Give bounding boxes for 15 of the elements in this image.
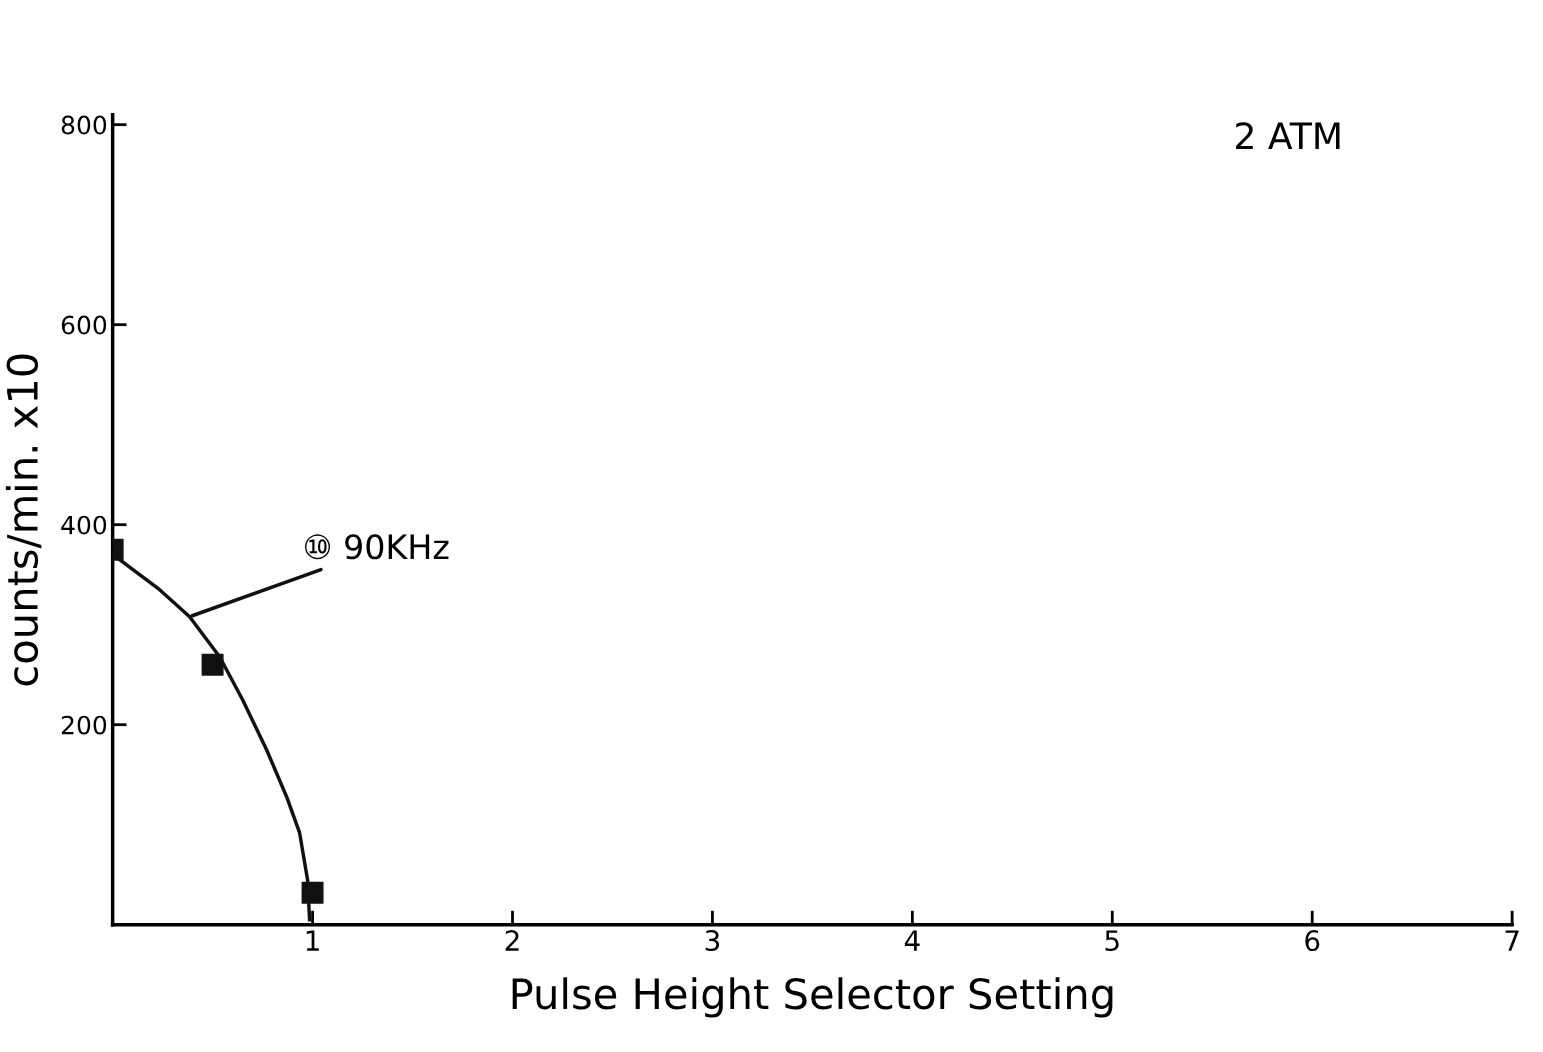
x-tick-label: 7 [1505, 930, 1519, 951]
x-tick-label: 6 [1305, 930, 1320, 952]
x-tick-label: 5 [1105, 930, 1119, 952]
x-tick-label: 4 [904, 930, 920, 951]
x-tick-label: 1 [306, 930, 319, 951]
annotation: 2 ATM [1236, 122, 1340, 149]
x-tick-label: 2 [505, 930, 519, 951]
y-tick-label: 800 [61, 115, 107, 135]
x-axis-title: Pulse Height Selector Setting [512, 977, 1113, 1018]
x-tick-label: 3 [705, 930, 720, 952]
y-tick-label: 600 [61, 315, 107, 335]
y-tick-label: 400 [61, 515, 107, 535]
annotation: ⑩ 90KHz [305, 534, 449, 560]
y-tick-label: 200 [61, 715, 107, 735]
y-axis-title: counts/min. x10 [5, 354, 42, 686]
